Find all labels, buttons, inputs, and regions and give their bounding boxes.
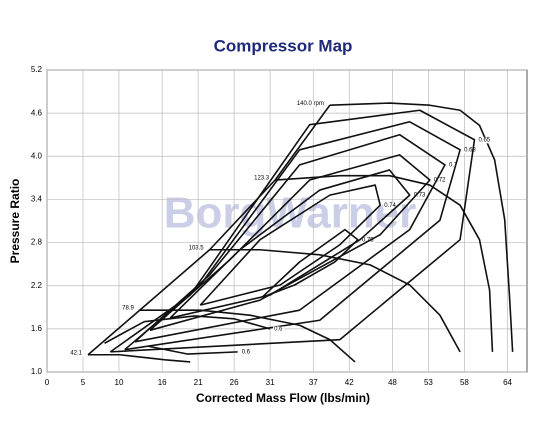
efficiency-label: 0.6 (242, 349, 251, 355)
efficiency-label: 0.7 (449, 162, 458, 168)
map-curve (87, 104, 331, 356)
efficiency-label: 0.72 (434, 178, 446, 184)
y-tick-label: 4.6 (31, 108, 43, 117)
speed-line-label: 78.9 (122, 306, 134, 312)
map-curve (124, 120, 461, 351)
label-background (69, 350, 84, 357)
x-tick-label: 58 (460, 378, 469, 387)
x-tick-label: 21 (194, 378, 203, 387)
map-curve (104, 315, 271, 344)
x-tick-label: 48 (388, 378, 397, 387)
x-tick-label: 16 (158, 378, 167, 387)
map-curve (147, 345, 238, 355)
map-curve (149, 154, 431, 332)
efficiency-label: 0.74 (384, 203, 396, 209)
x-tick-label: 5 (81, 378, 86, 387)
x-tick-label: 31 (266, 378, 275, 387)
x-tick-label: 10 (115, 378, 124, 387)
x-tick-label: 26 (230, 378, 239, 387)
label-background (412, 192, 428, 199)
x-tick-label: 42 (345, 378, 354, 387)
label-background (360, 237, 376, 244)
label-background (383, 202, 398, 209)
map-curve (261, 228, 359, 298)
y-tick-label: 5.2 (31, 65, 43, 74)
efficiency-label: 0.68 (464, 147, 476, 153)
speed-line-label: 140.0 rpm (297, 101, 324, 107)
map-curve (139, 309, 356, 363)
y-tick-label: 1.6 (31, 324, 43, 333)
map-curve (88, 353, 191, 363)
y-tick-label: 4.0 (31, 151, 43, 160)
efficiency-label: 0.65 (478, 137, 490, 143)
efficiency-label: 0.6 (274, 326, 283, 332)
map-curve (275, 174, 494, 352)
chart-title: Compressor Map (214, 36, 353, 55)
label-background (240, 349, 252, 356)
x-tick-label: 53 (424, 378, 433, 387)
x-tick-label: 37 (309, 378, 318, 387)
x-axis-label: Corrected Mass Flow (lbs/min) (196, 391, 370, 405)
y-axis-label: Pressure Ratio (8, 179, 22, 264)
speed-line-label: 42.1 (70, 350, 82, 356)
map-curve (199, 184, 381, 306)
y-tick-label: 2.2 (31, 281, 43, 290)
label-background (477, 137, 492, 144)
x-tick-label: 64 (503, 378, 512, 387)
map-curve (134, 133, 446, 343)
map-curve (329, 102, 514, 352)
x-tick-label: 0 (45, 378, 50, 387)
map-curve (209, 248, 461, 353)
label-background (273, 326, 285, 333)
label-background (463, 147, 478, 154)
label-background (121, 305, 136, 312)
label-background (187, 245, 206, 252)
efficiency-label: 0.73 (414, 193, 426, 199)
speed-line-label: 123.3 (254, 176, 270, 182)
y-tick-label: 1.0 (31, 367, 43, 376)
label-background (295, 100, 325, 107)
label-background (253, 175, 271, 182)
map-curve (109, 109, 476, 353)
y-tick-label: 3.4 (31, 195, 43, 204)
efficiency-label: 0.75 (362, 237, 374, 243)
speed-line-label: 103.5 (189, 245, 205, 251)
label-background (432, 177, 448, 184)
y-tick-label: 2.8 (31, 238, 43, 247)
label-background (447, 162, 459, 169)
